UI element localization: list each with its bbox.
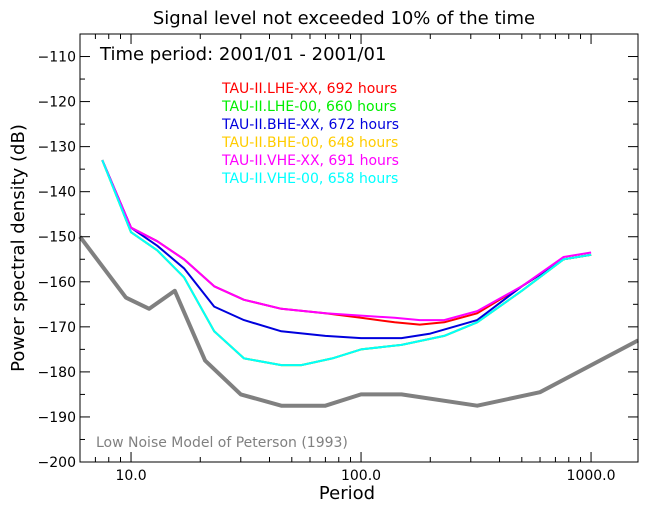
chart-subtitle: Time period: 2001/01 - 2001/01 xyxy=(99,44,386,65)
series-line xyxy=(101,159,592,340)
legend: TAU-II.LHE-XX, 692 hours TAU-II.LHE-00, 6… xyxy=(221,81,399,187)
y-tick-label: −120 xyxy=(38,95,76,111)
chart-title: Signal level not exceeded 10% of the tim… xyxy=(153,8,535,29)
y-tick-label: −140 xyxy=(38,185,76,201)
reference-model-label: Low Noise Model of Peterson (1993) xyxy=(96,435,348,451)
x-tick-label: 100.0 xyxy=(341,468,381,484)
series-line xyxy=(101,159,592,322)
legend-entry: TAU-II.BHE-00, 648 hours xyxy=(221,135,398,151)
y-tick-label: −180 xyxy=(38,365,76,381)
legend-entry: TAU-II.BHE-XX, 672 hours xyxy=(221,117,399,133)
y-tick-label: −190 xyxy=(38,410,76,426)
legend-entry: TAU-II.LHE-XX, 692 hours xyxy=(221,81,397,97)
y-tick-label: −110 xyxy=(38,50,76,66)
legend-entry: TAU-II.VHE-00, 658 hours xyxy=(221,171,398,187)
legend-entry: TAU-II.VHE-XX, 691 hours xyxy=(221,153,399,169)
series-line xyxy=(101,159,592,367)
y-axis-label: Power spectral density (dB) xyxy=(8,124,29,372)
x-axis-label: Period xyxy=(319,483,375,504)
x-tick-label: 10.0 xyxy=(115,468,146,484)
y-axis: −110 −120 −130 −140 −150 −160 −170 −180 −190 −200 xyxy=(38,50,638,471)
series-layer xyxy=(101,159,592,367)
legend-entry: TAU-II.LHE-00, 660 hours xyxy=(221,99,397,115)
x-axis: 10.0 100.0 1000.0 xyxy=(79,34,616,484)
series-line xyxy=(101,159,592,367)
plot-frame xyxy=(79,33,639,463)
y-tick-label: −150 xyxy=(38,230,76,246)
reference-model-line xyxy=(78,235,639,408)
y-tick-label: −160 xyxy=(38,275,76,291)
x-tick-label: 1000.0 xyxy=(567,468,616,484)
y-tick-label: −130 xyxy=(38,140,76,156)
y-tick-label: −200 xyxy=(38,455,76,471)
y-tick-label: −170 xyxy=(38,320,76,336)
series-line xyxy=(101,159,592,367)
reference-layer xyxy=(78,235,639,408)
